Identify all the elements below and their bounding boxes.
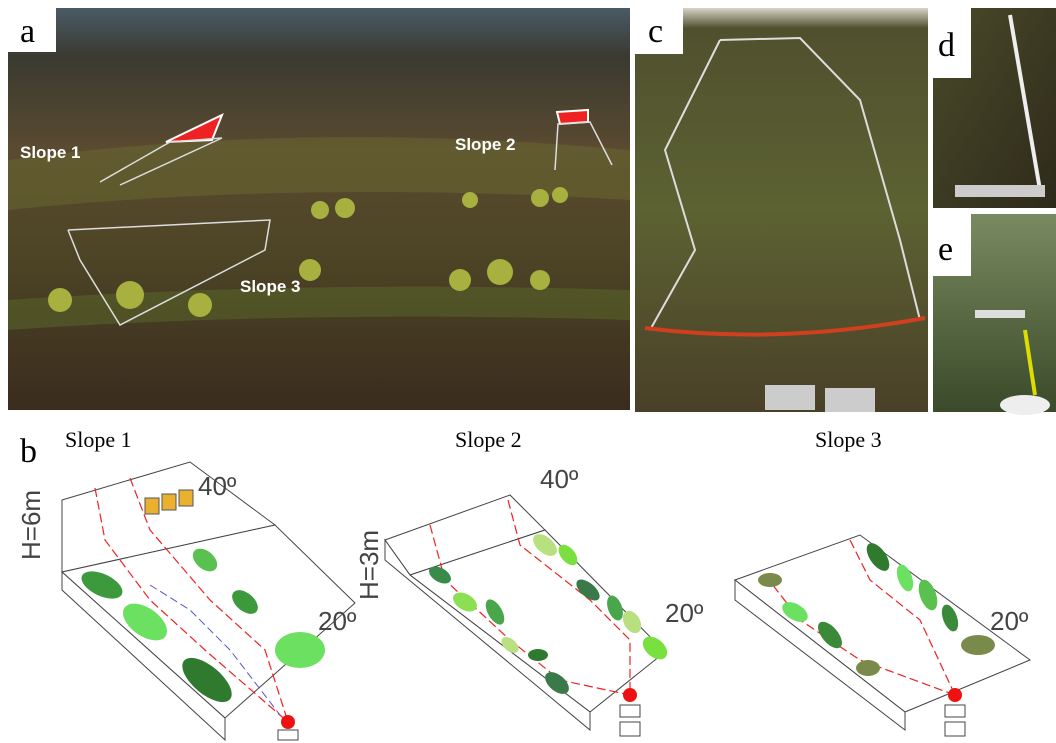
panel-label: d bbox=[938, 27, 955, 64]
photo-c bbox=[635, 8, 928, 412]
photo-e bbox=[933, 214, 1056, 415]
panel-label: b bbox=[20, 433, 37, 470]
height-label: H=3m bbox=[354, 530, 384, 600]
photo-annotation: Slope 3 bbox=[240, 277, 300, 296]
photo-a bbox=[8, 8, 630, 410]
angle-label: 20º bbox=[318, 606, 357, 636]
photo-d bbox=[933, 8, 1056, 208]
slope-diagram bbox=[384, 494, 668, 737]
angle-label: 20º bbox=[990, 606, 1029, 636]
panel-label: e bbox=[938, 231, 953, 268]
diagram-title: Slope 1 bbox=[65, 427, 132, 452]
panel-label: c bbox=[648, 13, 663, 50]
diagram-title: Slope 2 bbox=[455, 427, 522, 452]
photo-annotation: Slope 1 bbox=[20, 143, 80, 162]
panel-label: a bbox=[20, 13, 35, 50]
angle-label: 20º bbox=[665, 598, 704, 628]
slope-diagram bbox=[60, 461, 356, 742]
diagram-title: Slope 3 bbox=[815, 427, 882, 452]
angle-label: 40º bbox=[198, 471, 237, 501]
slope-diagram bbox=[733, 534, 1032, 737]
photo-annotation: Slope 2 bbox=[455, 135, 515, 154]
height-label: H=6m bbox=[16, 490, 46, 560]
angle-label: 40º bbox=[540, 464, 579, 494]
